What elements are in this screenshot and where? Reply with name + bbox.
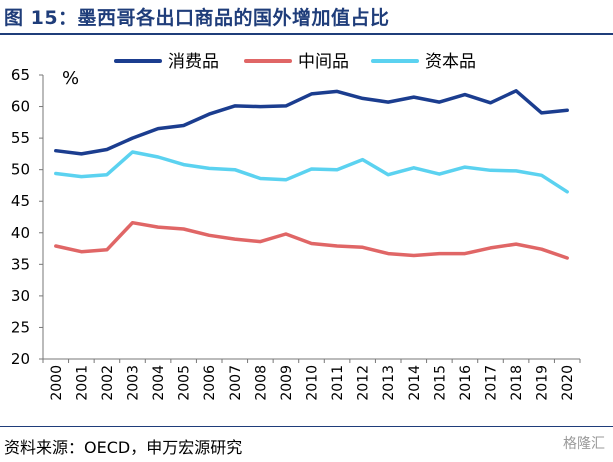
x-tick-label: 2005: [177, 365, 193, 401]
series-line-1: [54, 220, 569, 260]
y-tick-label: 20: [11, 350, 30, 368]
series-line-2: [54, 150, 569, 194]
x-tick-label: 2016: [458, 365, 474, 401]
x-tick-label: 2020: [560, 365, 576, 401]
x-tick-label: 2010: [305, 365, 321, 401]
x-tick-label: 2017: [484, 365, 500, 401]
x-tick-label: 2011: [330, 365, 346, 401]
y-tick-label: 30: [11, 287, 30, 305]
x-tick-label: 2001: [74, 365, 90, 401]
series-line-0: [54, 89, 569, 156]
y-tick-label: 65: [11, 66, 30, 84]
x-tick-label: 2014: [407, 365, 423, 401]
x-tick-label: 2007: [228, 365, 244, 401]
y-tick-label: 45: [11, 192, 30, 210]
x-tick-label: 2013: [381, 365, 397, 401]
x-tick-label: 2008: [253, 365, 269, 401]
chart-legend: 消费品 中间品 资本品: [114, 52, 476, 72]
x-tick-label: 2000: [49, 365, 65, 401]
x-tick-label: 2002: [100, 365, 116, 401]
x-tick-label: 2003: [126, 365, 142, 401]
watermark-logo: 格隆汇: [563, 436, 605, 452]
y-unit-label: %: [62, 68, 79, 89]
x-tick-label: 2015: [432, 365, 448, 401]
series-layer: [54, 89, 569, 260]
legend-label: 消费品: [168, 52, 219, 72]
y-tick-label: 40: [11, 224, 30, 242]
x-tick-label: 2019: [535, 365, 551, 401]
x-tick-label: 2006: [202, 365, 218, 401]
y-tick-label: 60: [11, 98, 30, 116]
legend-label: 中间品: [298, 52, 349, 72]
y-tick-label: 50: [11, 161, 30, 179]
source-note: 资料来源：OECD，申万宏源研究: [4, 438, 243, 457]
y-tick-label: 55: [11, 129, 30, 147]
title-divider: [0, 33, 613, 35]
chart-axes: 20 25 30 35 40 45 50 55 60 65 % 2000 2001 2002 2003 200…: [11, 66, 581, 401]
line-chart: 20 25 30 35 40 45 50 55 60 65 % 2000 2001 2002 2003 200…: [11, 52, 581, 401]
x-tick-label: 2004: [151, 365, 167, 401]
x-tick-label: 2018: [509, 365, 525, 401]
x-tick-label: 2012: [356, 365, 372, 401]
x-tick-label: 2009: [279, 365, 295, 401]
y-tick-label: 25: [11, 318, 30, 336]
footer-divider: [0, 426, 613, 427]
y-tick-label: 35: [11, 255, 30, 273]
figure-title: 图 15：墨西哥各出口商品的国外增加值占比: [4, 7, 390, 29]
legend-label: 资本品: [425, 52, 476, 72]
